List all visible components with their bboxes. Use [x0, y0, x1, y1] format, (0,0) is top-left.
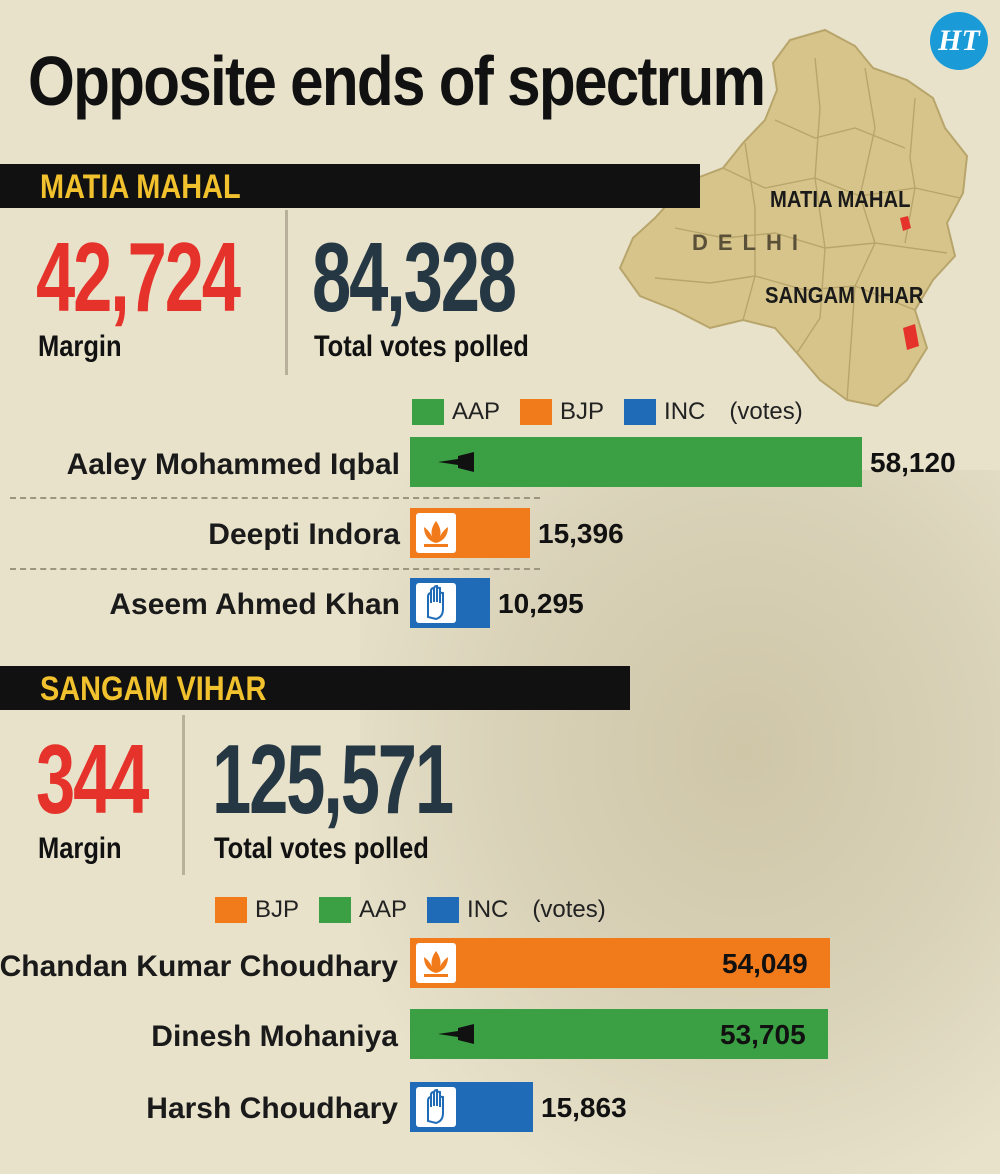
section-title-matia-mahal: MATIA MAHAL [40, 168, 241, 206]
map-internal-boundaries [654, 57, 961, 401]
total-votes-matia-mahal: 84,328 [312, 222, 517, 332]
bar-inc [410, 578, 490, 628]
legend-item-aap: AAP [412, 398, 500, 426]
section-band-sangam-vihar [0, 666, 630, 710]
candidate-name: Dinesh Mohaniya [151, 1020, 398, 1053]
legend-swatch [624, 399, 657, 425]
matia-mahal-highlight [900, 216, 911, 231]
margin-value-matia-mahal: 42,724 [36, 222, 241, 332]
delhi-map [618, 28, 969, 408]
candidate-name: Chandan Kumar Choudhary [0, 950, 398, 983]
candidate-name: Deepti Indora [208, 518, 400, 551]
legend-label: BJP [255, 896, 300, 923]
hand-icon [416, 583, 456, 623]
divider [285, 210, 288, 375]
legend-sangam-vihar: BJP AAP INC (votes) [215, 896, 606, 924]
bar-value-label: 15,396 [538, 518, 624, 549]
bar-aap [410, 437, 862, 487]
row-divider [10, 497, 540, 499]
legend-item-inc: INC [624, 398, 705, 426]
row-divider [10, 568, 540, 570]
legend-swatch [427, 897, 460, 923]
bar-bjp [410, 938, 830, 988]
lotus-icon [416, 943, 456, 983]
candidate-name: Harsh Choudhary [146, 1092, 398, 1125]
broom-icon [438, 452, 474, 472]
total-votes-sangam-vihar: 125,571 [212, 724, 454, 834]
page-title: Opposite ends of spectrum [28, 42, 766, 120]
bar-value-label: 15,863 [541, 1092, 627, 1123]
section-band-matia-mahal [0, 164, 700, 208]
hand-icon [416, 1087, 456, 1127]
map-label-matia-mahal: MATIA MAHAL [770, 186, 911, 212]
margin-label-matia-mahal: Margin [38, 330, 122, 363]
legend-item-bjp: BJP [520, 398, 604, 426]
legend-matia-mahal: AAP BJP INC (votes) [412, 398, 803, 426]
bar-value-label: 10,295 [498, 588, 584, 619]
divider [182, 715, 185, 875]
total-label-sangam-vihar: Total votes polled [214, 832, 429, 865]
ht-logo: HT [930, 12, 988, 70]
legend-label: INC [664, 398, 706, 425]
voters-photo-background [360, 470, 1000, 1174]
legend-item-bjp: BJP [215, 896, 299, 924]
legend-unit: (votes) [729, 398, 803, 425]
map-region-label: DELHI [692, 230, 808, 255]
bar-bjp [410, 508, 530, 558]
legend-label: AAP [359, 896, 408, 923]
lotus-icon [416, 513, 456, 553]
map-label-sangam-vihar: SANGAM VIHAR [765, 282, 924, 308]
candidate-name: Aaley Mohammed Iqbal [66, 448, 400, 481]
section-title-sangam-vihar: SANGAM VIHAR [40, 670, 267, 708]
legend-item-aap: AAP [319, 896, 407, 924]
legend-swatch [412, 399, 444, 425]
bar-inc [410, 1082, 533, 1132]
margin-value-sangam-vihar: 344 [36, 724, 149, 834]
legend-unit: (votes) [532, 896, 606, 923]
legend-label: INC [467, 896, 509, 923]
sangam-vihar-highlight [903, 324, 919, 350]
candidate-name: Aseem Ahmed Khan [109, 588, 400, 621]
broom-icon [438, 1024, 474, 1044]
legend-label: BJP [560, 398, 605, 425]
total-label-matia-mahal: Total votes polled [314, 330, 529, 363]
bar-aap [410, 1009, 828, 1059]
legend-label: AAP [452, 398, 501, 425]
delhi-map-outline [618, 28, 969, 408]
legend-swatch [319, 897, 352, 923]
legend-swatch [215, 897, 247, 923]
bar-value-label: 54,049 [722, 948, 808, 979]
bar-value-label: 58,120 [870, 447, 956, 478]
legend-swatch [520, 399, 553, 425]
margin-label-sangam-vihar: Margin [38, 832, 122, 865]
legend-item-inc: INC [427, 896, 508, 924]
bar-value-label: 53,705 [720, 1019, 806, 1050]
